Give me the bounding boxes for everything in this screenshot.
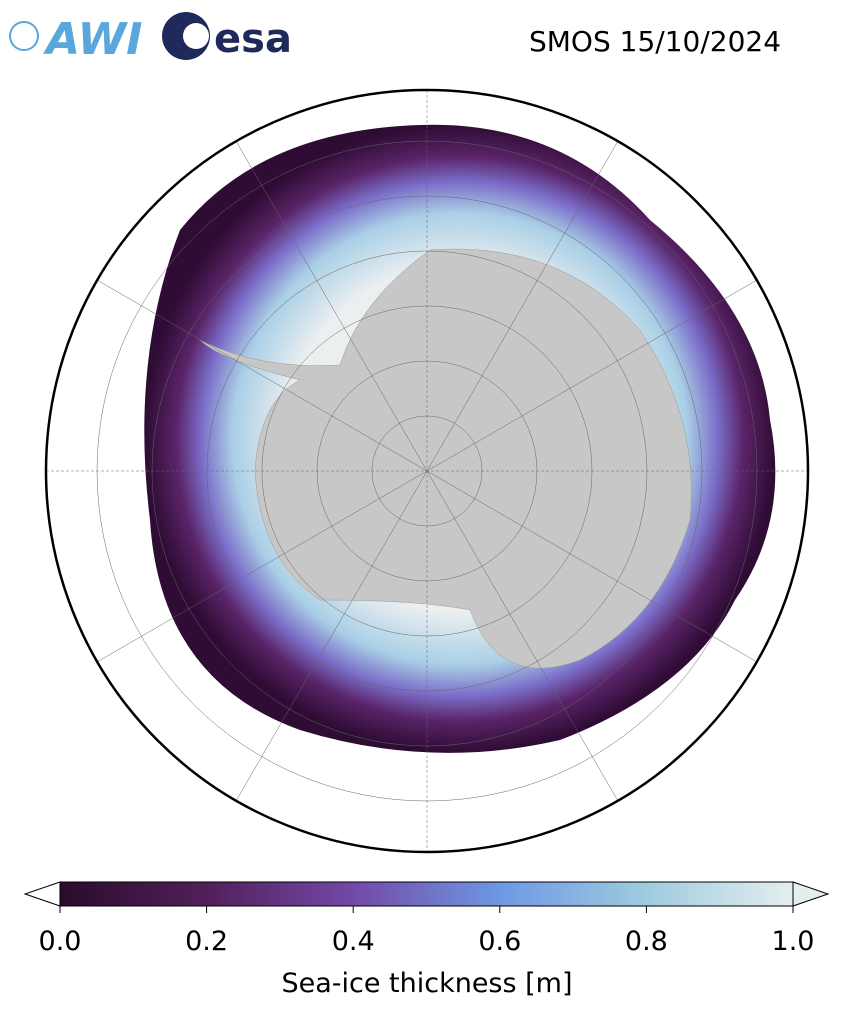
colorbar-extend-high <box>792 881 830 907</box>
map-border <box>44 88 810 854</box>
colorbar-tick-label: 1.0 <box>772 926 815 957</box>
colorbar-tick-label: 0.0 <box>39 926 82 957</box>
awi-logo-text: AWI <box>43 14 143 65</box>
awi-logo: AWI <box>9 14 143 65</box>
colorbar-tick-label: 0.6 <box>478 926 521 957</box>
title: SMOS 15/10/2024 <box>529 25 781 58</box>
graticule <box>46 90 808 852</box>
colorbar-tick-label: 0.2 <box>185 926 228 957</box>
colorbar-label: Sea-ice thickness [m] <box>281 968 572 999</box>
colorbar <box>23 881 830 907</box>
colorbar-bar <box>59 881 794 907</box>
colorbar-tick-label: 0.8 <box>625 926 668 957</box>
colorbar-extend-low <box>23 881 61 907</box>
colorbar-tick-label: 0.4 <box>332 926 375 957</box>
esa-logo: esa <box>162 12 292 62</box>
esa-logo-text: esa <box>214 16 292 62</box>
map <box>46 90 808 852</box>
antarctica <box>199 248 692 669</box>
